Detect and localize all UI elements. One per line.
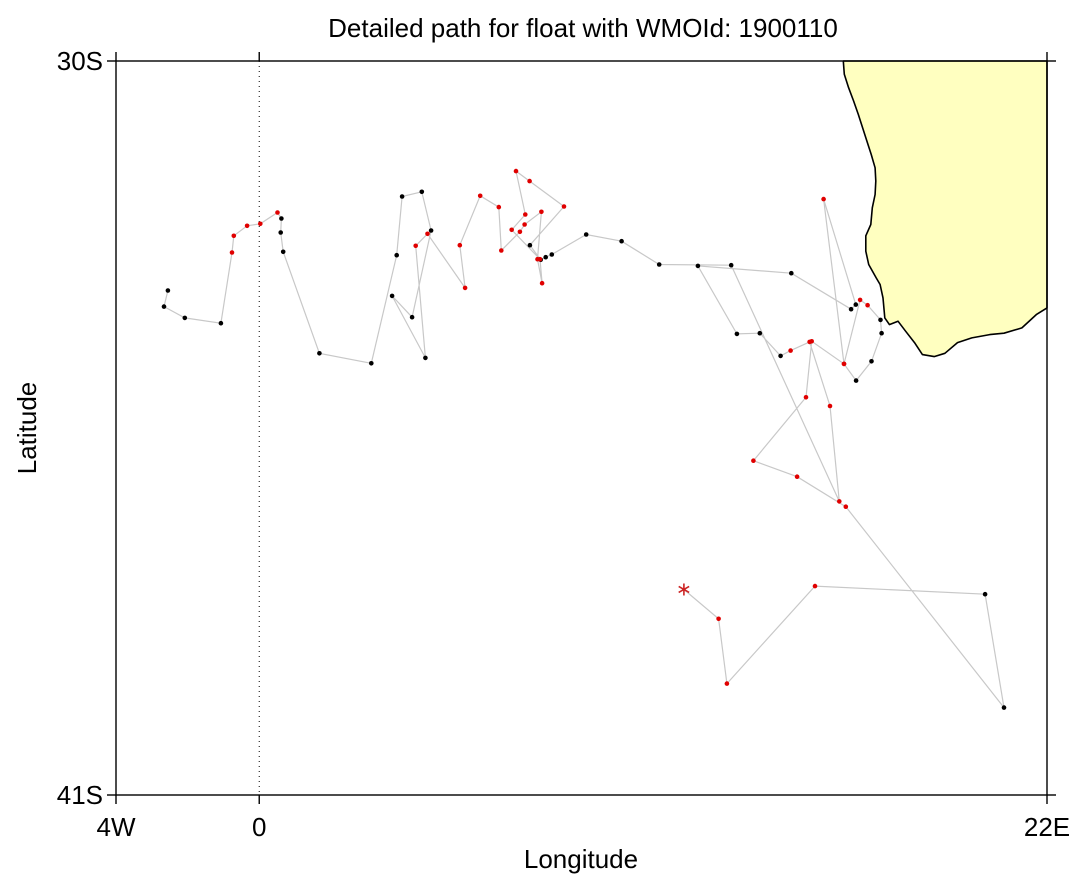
profile-point-73 [229, 250, 235, 255]
profile-point-12 [853, 378, 859, 383]
profile-point-71 [244, 223, 250, 229]
y-axis-label: Latitude [12, 382, 42, 475]
start-marker-layer [678, 583, 690, 596]
profile-point-61 [419, 189, 425, 195]
x-tick-label-2: 22E [1024, 812, 1070, 842]
start-marker-asterisk [678, 583, 690, 596]
profile-point-55 [425, 231, 430, 237]
profile-point-59 [409, 314, 415, 320]
profile-point-54 [462, 285, 468, 291]
track-layer [163, 169, 1005, 708]
profile-point-62 [399, 194, 405, 199]
profile-point-70 [258, 221, 263, 227]
profile-point-28 [807, 339, 812, 345]
profile-point-7 [794, 474, 800, 480]
profile-point-3 [812, 583, 818, 589]
land-africa [842, 60, 1048, 358]
profile-point-27 [788, 348, 793, 353]
profile-point-31 [728, 262, 734, 268]
profile-point-68 [279, 216, 284, 221]
profile-point-63 [394, 252, 400, 258]
profile-point-21 [848, 306, 854, 312]
profile-point-36 [543, 254, 548, 260]
profile-point-76 [161, 304, 167, 309]
profile-point-60 [428, 228, 434, 233]
profile-point-42 [523, 212, 528, 217]
profile-point-33 [619, 238, 624, 244]
profile-point-65 [317, 351, 322, 356]
profile-point-32 [656, 262, 662, 267]
profile-points-layer [161, 168, 1007, 710]
profile-point-39 [561, 204, 567, 209]
profile-point-52 [477, 193, 483, 199]
profile-point-50 [499, 248, 504, 253]
tick-layer: 4W 0 22E 30S 41S [57, 46, 1070, 842]
profile-point-30 [837, 499, 842, 504]
profile-point-9 [803, 395, 809, 400]
x-axis-label: Longitude [524, 844, 638, 874]
plot-frame [115, 60, 1048, 796]
profile-point-2 [724, 681, 730, 686]
profile-point-49 [517, 229, 523, 235]
profile-point-15 [878, 317, 883, 323]
y-tick-label-0: 30S [57, 46, 103, 76]
start-marker-stroke-2 [678, 585, 690, 594]
profile-point-8 [751, 458, 756, 464]
x-tick-label-1: 0 [252, 812, 266, 842]
profile-point-16 [865, 302, 870, 308]
profile-point-17 [857, 297, 863, 303]
profile-point-77 [165, 288, 171, 293]
profile-point-74 [218, 320, 224, 326]
profile-point-45 [539, 280, 545, 286]
float-track-line [163, 169, 1005, 708]
profile-point-6 [843, 504, 849, 510]
y-tick-label-1: 41S [57, 780, 103, 810]
profile-point-40 [527, 178, 532, 184]
profile-point-14 [879, 330, 884, 336]
profile-point-57 [423, 355, 428, 361]
profile-point-48 [522, 222, 527, 227]
profile-point-51 [496, 204, 502, 210]
chart-title: Detailed path for float with WMOId: 1900… [328, 13, 838, 43]
profile-point-18 [841, 361, 847, 367]
profile-point-67 [278, 230, 284, 235]
profile-point-58 [389, 293, 395, 299]
x-tick-label-0: 4W [97, 812, 136, 842]
profile-point-20 [853, 302, 859, 307]
profile-point-34 [583, 232, 589, 237]
profile-point-69 [275, 210, 280, 215]
profile-point-47 [539, 209, 544, 215]
profile-point-5 [1001, 705, 1007, 710]
profile-point-56 [413, 243, 419, 249]
profile-point-53 [457, 242, 463, 248]
profile-point-38 [527, 242, 533, 248]
profile-point-23 [695, 263, 701, 269]
profile-point-1 [716, 616, 721, 622]
profile-point-66 [280, 249, 286, 255]
profile-point-72 [231, 233, 237, 239]
profile-point-43 [509, 227, 514, 233]
profile-point-25 [757, 330, 763, 336]
profile-point-29 [827, 403, 833, 409]
profile-point-4 [982, 591, 988, 597]
profile-point-46 [535, 256, 540, 262]
profile-point-22 [789, 270, 794, 276]
profile-point-41 [513, 168, 519, 174]
profile-point-26 [778, 353, 783, 359]
profile-point-24 [734, 331, 740, 337]
profile-point-19 [821, 196, 826, 202]
profile-point-64 [369, 361, 374, 366]
profile-point-13 [869, 359, 874, 364]
profile-point-75 [182, 315, 188, 321]
profile-point-35 [549, 252, 555, 257]
land-layer [842, 60, 1048, 358]
